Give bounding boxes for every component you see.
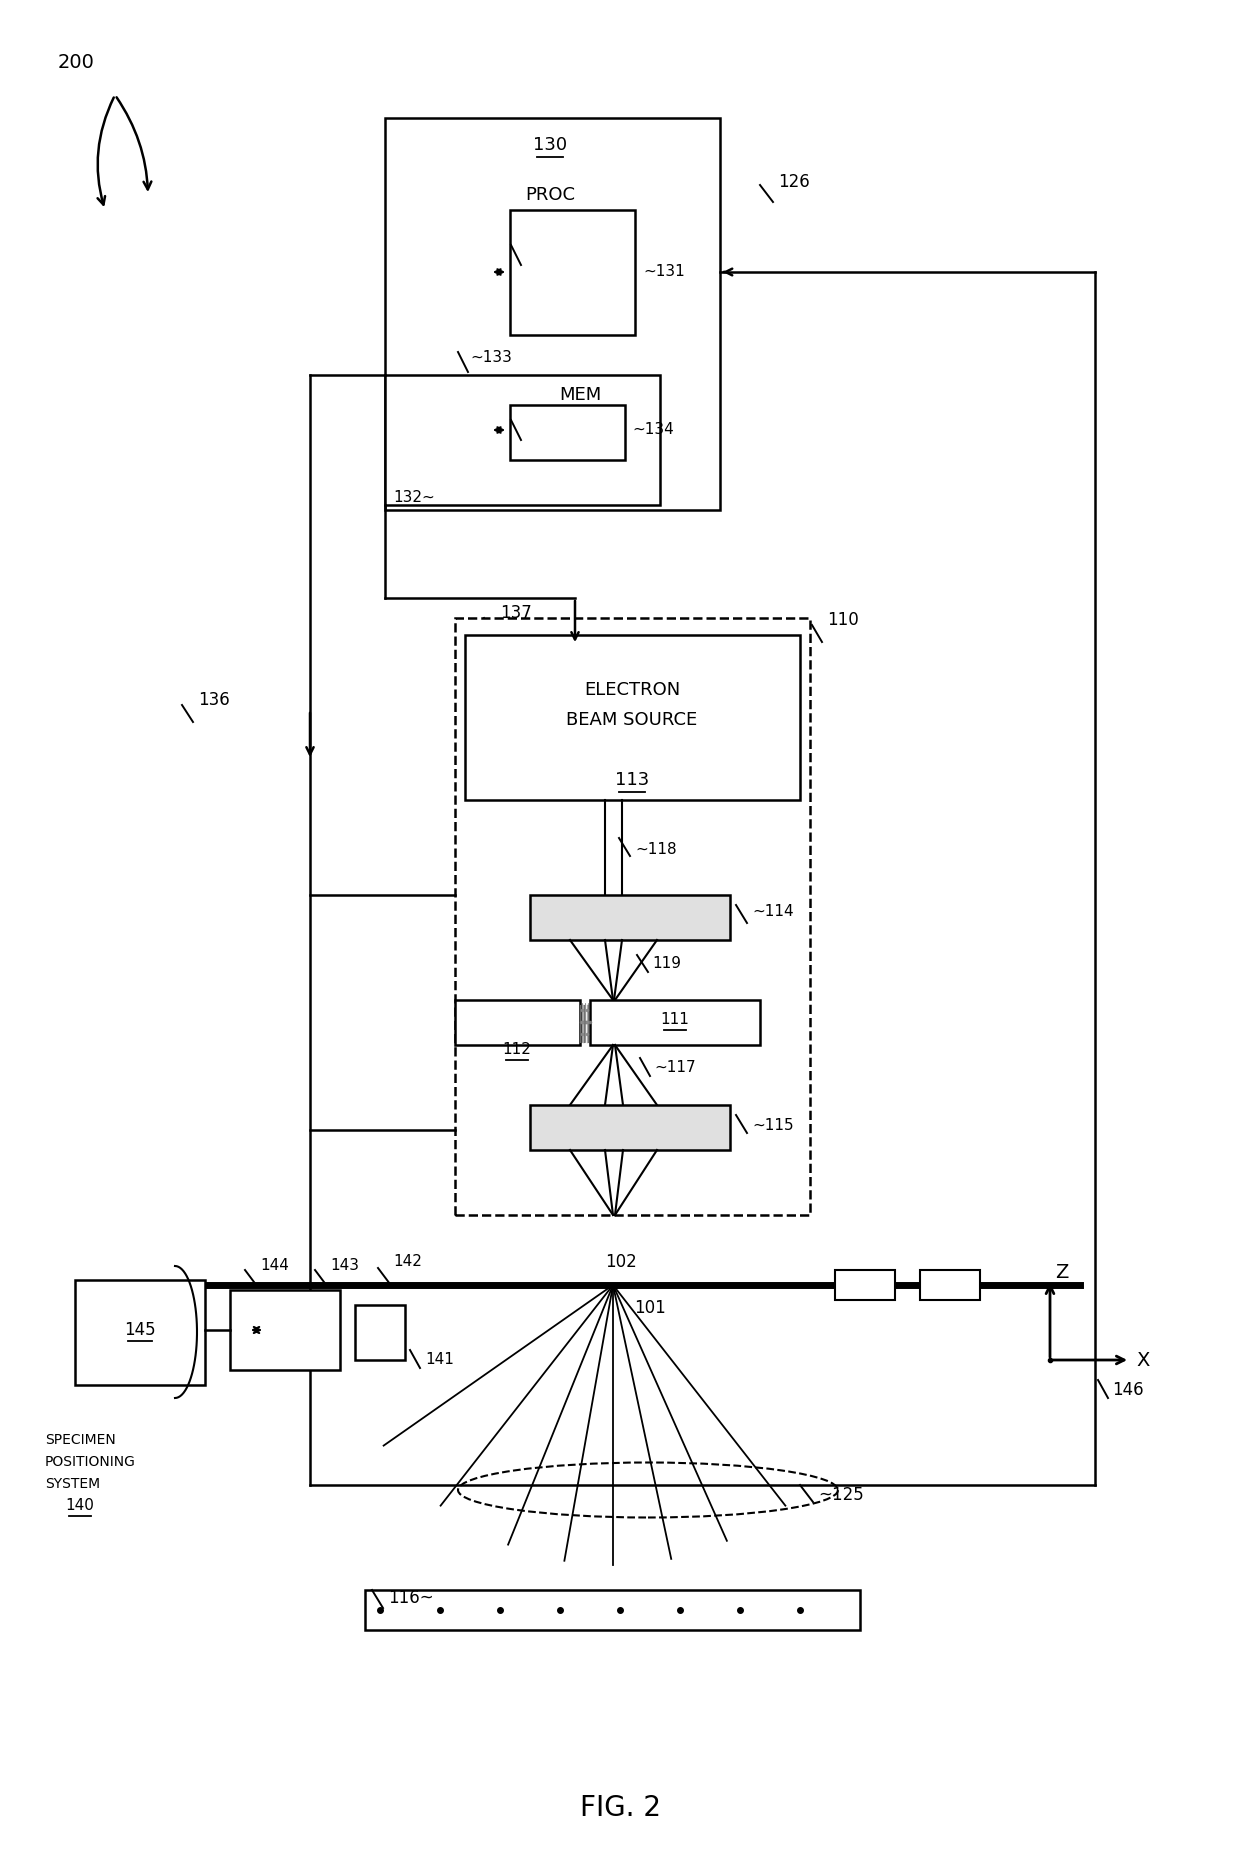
Text: 144: 144: [260, 1258, 289, 1272]
Text: POSITIONING: POSITIONING: [45, 1455, 136, 1470]
Bar: [384, 117, 720, 510]
Text: 145: 145: [124, 1321, 156, 1339]
Text: ~133: ~133: [470, 350, 512, 365]
Text: X: X: [1136, 1351, 1149, 1369]
Bar: [510, 211, 635, 335]
Text: ~118: ~118: [635, 842, 677, 857]
Bar: [365, 1589, 861, 1630]
Bar: [455, 619, 810, 1215]
Text: ~117: ~117: [653, 1060, 696, 1075]
Bar: [455, 1000, 580, 1045]
Bar: [355, 1304, 405, 1360]
Text: 142: 142: [393, 1254, 422, 1269]
Text: 119: 119: [652, 956, 681, 971]
Text: 101: 101: [634, 1299, 666, 1317]
Bar: [529, 894, 730, 941]
Text: 116~: 116~: [388, 1589, 434, 1608]
Text: Z: Z: [1055, 1263, 1069, 1282]
Bar: [920, 1271, 980, 1300]
Text: PROC: PROC: [525, 186, 575, 205]
Text: ~125: ~125: [818, 1487, 864, 1503]
Text: 112: 112: [502, 1043, 532, 1058]
Bar: [384, 374, 660, 505]
Text: 200: 200: [58, 52, 95, 71]
Bar: [229, 1289, 340, 1369]
Text: 140: 140: [66, 1498, 94, 1513]
Text: 146: 146: [1112, 1380, 1143, 1399]
Text: 136: 136: [198, 691, 229, 710]
Text: 132~: 132~: [393, 490, 435, 505]
Text: 113: 113: [615, 771, 649, 790]
Text: 137: 137: [500, 604, 532, 622]
Text: 130: 130: [533, 136, 567, 155]
Text: 111: 111: [661, 1012, 689, 1028]
Text: 141: 141: [425, 1353, 454, 1367]
Text: BEAM SOURCE: BEAM SOURCE: [567, 712, 698, 728]
Bar: [510, 404, 625, 460]
Text: 110: 110: [827, 611, 859, 630]
Text: 143: 143: [330, 1258, 360, 1272]
Bar: [529, 1105, 730, 1149]
Text: ~134: ~134: [632, 423, 673, 438]
Bar: [465, 635, 800, 799]
Bar: [74, 1280, 205, 1384]
Text: ~115: ~115: [751, 1118, 794, 1133]
Text: SPECIMEN: SPECIMEN: [45, 1433, 115, 1448]
Text: 126: 126: [777, 173, 810, 192]
Text: 102: 102: [605, 1254, 637, 1271]
Bar: [835, 1271, 895, 1300]
Text: ~131: ~131: [644, 265, 684, 279]
Text: SYSTEM: SYSTEM: [45, 1477, 100, 1490]
Text: ELECTRON: ELECTRON: [584, 682, 680, 699]
Text: MEM: MEM: [559, 386, 601, 404]
Text: FIG. 2: FIG. 2: [579, 1794, 661, 1822]
Bar: [590, 1000, 760, 1045]
Text: ~114: ~114: [751, 905, 794, 920]
